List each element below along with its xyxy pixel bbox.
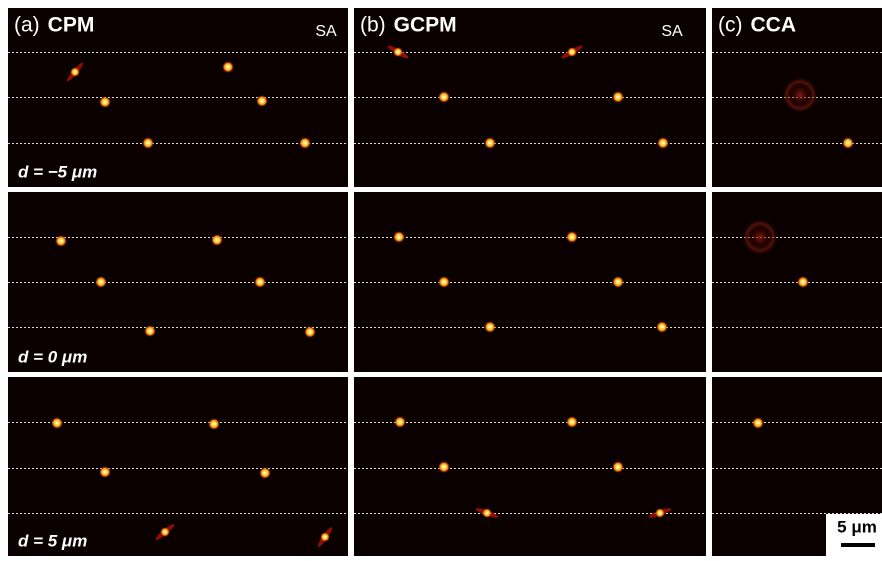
- spot: [655, 508, 665, 518]
- spot: [482, 508, 492, 518]
- spot: [612, 91, 624, 103]
- panel-bg: [8, 377, 348, 556]
- scale-bar: [841, 543, 875, 547]
- image-panel: [712, 192, 882, 372]
- panel-title: CPM: [48, 14, 95, 37]
- spot: [612, 276, 624, 288]
- image-panel: (a) CPM SA d = −5 μm: [8, 8, 348, 187]
- panel-label: (c): [718, 14, 743, 37]
- spot: [484, 321, 496, 333]
- spot: [70, 67, 80, 77]
- panel-label: (a): [14, 14, 40, 37]
- spot: [393, 47, 403, 57]
- image-panel: d = 0 μm: [8, 192, 348, 372]
- image-panel: (b) GCPM SA: [354, 8, 706, 187]
- spot: [438, 91, 450, 103]
- image-panel: [354, 377, 706, 556]
- spot: [657, 137, 669, 149]
- spot: [299, 137, 311, 149]
- spot: [144, 325, 156, 337]
- panel-bg: [354, 377, 706, 556]
- spot: [256, 95, 268, 107]
- spot: [99, 466, 111, 478]
- spot: [208, 418, 220, 430]
- corner-label: SA: [315, 23, 337, 40]
- corner-label: SA: [661, 23, 683, 40]
- spot: [142, 137, 154, 149]
- spot: [484, 137, 496, 149]
- panel-title: GCPM: [394, 14, 457, 37]
- spot: [393, 231, 405, 243]
- row-label: d = 5 μm: [18, 531, 87, 550]
- spot: [222, 61, 234, 73]
- spot: [304, 326, 316, 338]
- spot: [259, 467, 271, 479]
- spot: [567, 47, 577, 57]
- spot: [797, 276, 809, 288]
- row-label: d = 0 μm: [18, 347, 87, 366]
- row-label: d = −5 μm: [18, 162, 97, 181]
- figure: (a) CPM SA d = −5 μm d = 0 μm d = 5 μm (b) GCPM…: [0, 0, 882, 556]
- spot: [51, 417, 63, 429]
- spot: [438, 276, 450, 288]
- spot: [160, 527, 170, 537]
- panel-label: (b): [360, 14, 386, 37]
- spot: [211, 234, 223, 246]
- panel-title: CCA: [751, 14, 797, 37]
- ring: [742, 219, 778, 255]
- spot: [438, 461, 450, 473]
- scale-bar-label: 5 μm: [837, 517, 877, 536]
- image-panel: [354, 192, 706, 372]
- spot: [566, 231, 578, 243]
- spot: [95, 276, 107, 288]
- spot: [842, 137, 854, 149]
- spot: [254, 276, 266, 288]
- image-panel: d = 5 μm: [8, 377, 348, 556]
- spot: [752, 417, 764, 429]
- spot: [394, 416, 406, 428]
- spot: [320, 532, 330, 542]
- spot: [566, 416, 578, 428]
- spot: [612, 461, 624, 473]
- image-panel: (c)CCASA: [712, 8, 882, 187]
- spot: [656, 321, 668, 333]
- ring: [782, 77, 818, 113]
- spot: [55, 235, 67, 247]
- spot: [99, 96, 111, 108]
